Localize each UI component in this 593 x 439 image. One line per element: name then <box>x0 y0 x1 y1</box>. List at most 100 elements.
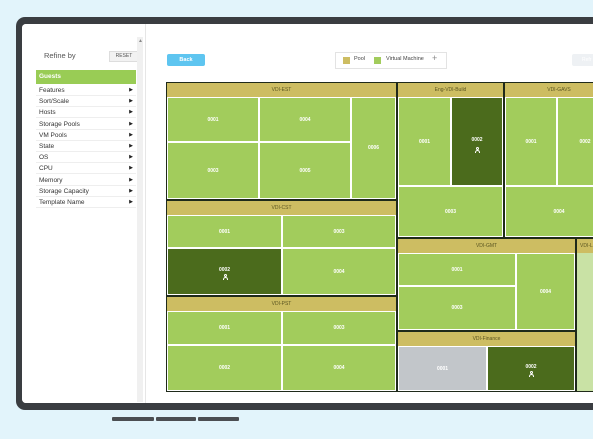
vm-tile[interactable]: 0003 <box>398 186 503 237</box>
pool-header: VDI-CST <box>167 201 396 215</box>
vm-tile[interactable]: 0004 <box>259 97 351 142</box>
vm-label: 0004 <box>333 365 345 371</box>
vm-label: 0001 <box>218 325 231 331</box>
caret-right-icon: ▶ <box>129 188 133 194</box>
vm-label: 0003 <box>333 325 345 331</box>
category-storage-pools[interactable]: Storage Pools ▶ <box>36 119 136 130</box>
category-vm-pools[interactable]: VM Pools ▶ <box>36 130 136 141</box>
vm-label: 0003 <box>451 305 463 311</box>
vm-tile-active[interactable]: 0002 <box>167 248 282 295</box>
vm-tile[interactable]: 0004 <box>282 345 396 391</box>
vm-label: 0005 <box>299 167 311 174</box>
pool-vdi-gmt[interactable]: VDI-GMT 0001 0004 0003 <box>397 238 576 331</box>
caret-right-icon: ▶ <box>129 154 133 160</box>
category-features[interactable]: Features ▶ <box>36 85 136 96</box>
vm-tile[interactable]: 0003 <box>167 142 259 199</box>
vm-label: 0001 <box>451 266 463 273</box>
category-label: CPU <box>39 165 53 172</box>
vm-tile-active[interactable]: 0002 <box>451 97 503 186</box>
refine-sidebar: Refine by RESET Guests Features ▶ Sort/Sc… <box>22 24 146 403</box>
category-state[interactable]: State ▶ <box>36 141 136 152</box>
sidebar-scrollbar[interactable] <box>137 37 143 402</box>
category-label: Storage Capacity <box>39 188 89 195</box>
category-label: Guests <box>39 73 62 80</box>
pool-header: VDI-Finance <box>398 332 575 346</box>
vm-tile[interactable]: 0004 <box>516 253 575 330</box>
user-icon <box>529 371 534 378</box>
legend-vm-label: Virtual Machine <box>386 56 424 62</box>
category-label: OS <box>39 154 49 161</box>
caret-right-icon: ▶ <box>129 177 133 183</box>
reset-button[interactable]: RESET <box>109 51 139 62</box>
pool-vdi-pst[interactable]: VDI-PST 0001 0003 0002 0004 <box>166 296 397 392</box>
category-os[interactable]: OS ▶ <box>36 152 136 163</box>
vm-tile[interactable]: 0003 <box>282 215 396 248</box>
pool-vdi-l[interactable]: VDI-L <box>576 238 593 392</box>
legend-pool-label: Pool <box>354 56 366 62</box>
category-memory[interactable]: Memory ▶ <box>36 175 136 186</box>
legend: Pool Virtual Machine + <box>335 52 447 69</box>
laptop-base-segment <box>112 417 154 421</box>
caret-right-icon: ▶ <box>129 98 133 104</box>
user-icon <box>222 274 228 281</box>
category-label: Storage Pools <box>39 121 80 128</box>
vm-tile[interactable]: 0001 <box>398 97 451 186</box>
vm-tile[interactable]: 0001 <box>167 215 282 248</box>
refresh-button[interactable]: Refr <box>572 54 593 66</box>
pool-header: VDI-EST <box>167 83 396 97</box>
pool-header: VDI-L <box>577 239 593 253</box>
pool-vdi-est[interactable]: VDI-EST 0001 0004 0006 0003 0005 <box>166 82 397 200</box>
laptop-base-segment <box>198 417 239 421</box>
vm-tile[interactable]: 0003 <box>398 286 516 330</box>
category-sort-scale[interactable]: Sort/Scale ▶ <box>36 96 136 107</box>
vm-tile-off[interactable]: 0001 <box>398 346 487 391</box>
vm-tile[interactable]: 0002 <box>557 97 593 186</box>
scroll-up-arrow-icon[interactable]: ▲ <box>138 38 143 44</box>
category-guests[interactable]: Guests <box>36 70 136 84</box>
category-template-name[interactable]: Template Name ▶ <box>36 197 136 208</box>
vm-tile-active[interactable]: 0002 <box>487 346 575 391</box>
caret-right-icon: ▶ <box>129 109 133 115</box>
vm-label: 0002 <box>471 136 483 143</box>
vm-tile[interactable]: 0001 <box>505 97 557 186</box>
vm-swatch <box>374 57 381 64</box>
pool-vdi-finance[interactable]: VDI-Finance 0001 0002 <box>397 331 576 392</box>
caret-right-icon: ▶ <box>129 199 133 205</box>
vm-tile[interactable]: 0003 <box>282 311 396 345</box>
category-label: Sort/Scale <box>39 98 69 105</box>
caret-right-icon: ▶ <box>129 143 133 149</box>
caret-right-icon: ▶ <box>129 132 133 138</box>
vm-label: 0004 <box>539 288 552 295</box>
vm-label: 0003 <box>444 208 457 215</box>
vm-tile[interactable]: 0005 <box>259 142 351 199</box>
category-label: Hosts <box>39 109 56 116</box>
pool-header: VDI-GAVS <box>505 83 593 97</box>
vm-tile[interactable]: 0002 <box>167 345 282 391</box>
vm-tile[interactable]: 0004 <box>282 248 396 295</box>
pool-eng-vdi-build[interactable]: Eng-VDI-Build 0001 0002 0003 <box>397 82 504 238</box>
vm-label: 0004 <box>553 208 565 215</box>
category-cpu[interactable]: CPU ▶ <box>36 163 136 174</box>
category-label: State <box>39 143 55 150</box>
vm-tile[interactable]: 0001 <box>167 311 282 345</box>
vm-tile[interactable]: 0006 <box>351 97 396 199</box>
vm-label: 0001 <box>218 228 231 235</box>
vm-tile[interactable]: 0001 <box>398 253 516 286</box>
vm-tile[interactable]: 0001 <box>167 97 259 142</box>
vm-label: 0004 <box>333 268 345 275</box>
vm-tile[interactable]: 0004 <box>505 186 593 237</box>
vm-label: 0006 <box>367 145 380 151</box>
app-screen: Refine by RESET Guests Features ▶ Sort/Sc… <box>22 24 593 403</box>
pool-header: VDI-PST <box>167 297 396 311</box>
category-storage-capacity[interactable]: Storage Capacity ▶ <box>36 186 136 197</box>
add-legend-button[interactable]: + <box>432 53 438 63</box>
category-hosts[interactable]: Hosts ▶ <box>36 107 136 118</box>
back-button[interactable]: Back <box>167 54 205 66</box>
vm-label: 0002 <box>218 266 231 273</box>
pool-vdi-gavs[interactable]: VDI-GAVS 0001 0002 0004 <box>504 82 593 238</box>
category-label: VM Pools <box>39 132 67 139</box>
sidebar-title: Refine by <box>44 51 76 60</box>
pool-vdi-cst[interactable]: VDI-CST 0001 0003 0002 0004 <box>166 200 397 296</box>
pool-header: Eng-VDI-Build <box>398 83 503 97</box>
vm-label: 0004 <box>299 116 311 123</box>
